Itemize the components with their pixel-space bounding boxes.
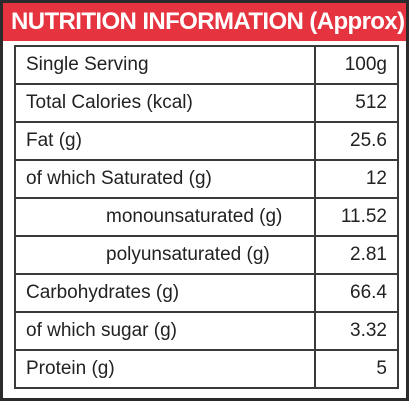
table-row: Single Serving 100g [14,45,399,85]
nutrient-name: Fat (g) [14,121,316,161]
nutrient-name: of which Saturated (g) [14,159,316,199]
table-row: Total Calories (kcal) 512 [14,83,399,123]
nutrition-table: Single Serving 100g Total Calories (kcal… [14,45,399,389]
table-row: of which Saturated (g) 12 [14,159,399,199]
table-row: polyunsaturated (g) 2.81 [14,235,399,275]
table-row: Protein (g) 5 [14,349,399,389]
nutrient-value: 25.6 [314,121,399,161]
nutrient-value: 100g [314,45,399,85]
table-row: Fat (g) 25.6 [14,121,399,161]
nutrient-value: 12 [314,159,399,199]
table-row: Carbohydrates (g) 66.4 [14,273,399,313]
nutrient-value: 11.52 [314,197,399,237]
nutrient-name-indented: monounsaturated (g) [14,197,316,237]
nutrient-value: 3.32 [314,311,399,351]
nutrient-value: 66.4 [314,273,399,313]
nutrient-value: 2.81 [314,235,399,275]
table-row: monounsaturated (g) 11.52 [14,197,399,237]
nutrition-title: NUTRITION INFORMATION (Approx) [3,3,406,41]
nutrient-value: 5 [314,349,399,389]
nutrient-name: Total Calories (kcal) [14,83,316,123]
nutrient-name: of which sugar (g) [14,311,316,351]
nutrient-value: 512 [314,83,399,123]
nutrient-name: Carbohydrates (g) [14,273,316,313]
nutrient-name: Single Serving [14,45,316,85]
nutrient-name-indented: polyunsaturated (g) [14,235,316,275]
nutrient-name: Protein (g) [14,349,316,389]
table-row: of which sugar (g) 3.32 [14,311,399,351]
